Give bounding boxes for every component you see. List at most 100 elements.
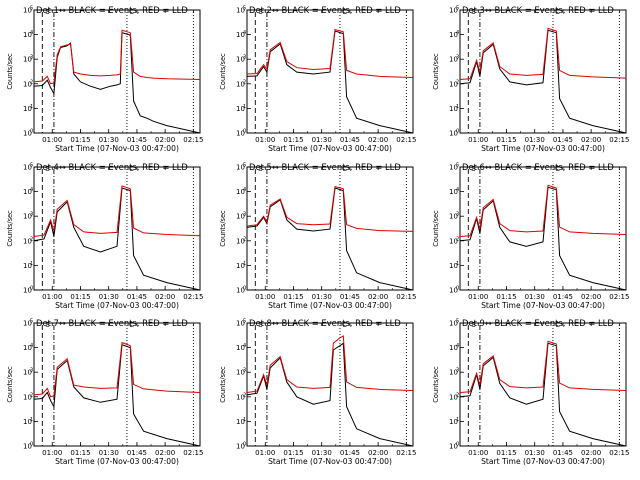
plot-frame [33, 322, 201, 447]
x-tick-label: 01:45 [340, 449, 360, 457]
y-tick-label: 10 [449, 213, 458, 221]
y-tick-label: 10 [236, 369, 245, 377]
y-tick-label: 10 [236, 320, 245, 328]
interval-marker-label: S [45, 165, 50, 173]
series-line-lld [246, 185, 414, 232]
y-tick-exponent: 0 [456, 129, 459, 135]
x-tick-label: 01:00 [42, 293, 62, 301]
y-tick-exponent: 4 [30, 187, 33, 193]
y-tick-exponent: 0 [243, 129, 246, 135]
y-tick-label: 10 [449, 262, 458, 270]
interval-marker-label: C [555, 321, 560, 329]
y-tick-exponent: 1 [30, 104, 33, 110]
y-tick-exponent: 3 [456, 368, 459, 374]
x-tick-label: 02:00 [581, 449, 601, 457]
y-tick-exponent: 5 [456, 319, 459, 325]
y-tick-label: 10 [236, 105, 245, 113]
y-tick-exponent: 1 [243, 104, 246, 110]
x-tick-label: 01:30 [312, 449, 332, 457]
y-tick-label: 10 [23, 105, 32, 113]
x-tick-label: 01:15 [70, 449, 90, 457]
y-tick-label: 10 [23, 369, 32, 377]
series-line-lld [246, 28, 414, 78]
x-tick-label: 02:00 [155, 136, 175, 144]
plot-frame [459, 166, 627, 291]
y-tick-label: 10 [449, 56, 458, 64]
series-line-events [33, 344, 201, 447]
y-tick-label: 10 [23, 56, 32, 64]
plot-frame [459, 322, 627, 447]
y-tick-exponent: 5 [30, 319, 33, 325]
y-tick-label: 10 [449, 393, 458, 401]
y-tick-exponent: 4 [456, 30, 459, 36]
y-tick-label: 10 [449, 164, 458, 172]
y-tick-label: 10 [449, 130, 458, 138]
x-tick-label: 02:00 [368, 449, 388, 457]
series-line-lld [459, 27, 627, 80]
y-tick-exponent: 3 [30, 55, 33, 61]
x-tick-label: 01:30 [99, 449, 119, 457]
panel-det2: Det 2↔ BLACK = Events, RED = LLD10010110… [219, 5, 416, 153]
y-tick-label: 10 [23, 237, 32, 245]
y-tick-label: 10 [236, 393, 245, 401]
interval-marker-label: C [555, 8, 560, 16]
y-tick-label: 10 [449, 31, 458, 39]
y-tick-label: 10 [236, 237, 245, 245]
series-line-events [246, 187, 414, 291]
y-tick-label: 10 [449, 7, 458, 15]
x-axis-label: Start Time (07-Nov-03 00:47:00) [55, 301, 179, 310]
x-tick-label: 01:15 [283, 293, 303, 301]
y-tick-exponent: 0 [30, 129, 33, 135]
series-line-events [459, 342, 627, 447]
y-tick-label: 10 [236, 287, 245, 295]
x-tick-label: 01:45 [127, 293, 147, 301]
y-tick-label: 10 [449, 188, 458, 196]
y-tick-exponent: 2 [456, 236, 459, 242]
x-tick-label: 01:00 [468, 449, 488, 457]
plot-frame [246, 9, 414, 134]
x-tick-label: 02:15 [609, 449, 629, 457]
x-axis-label: Start Time (07-Nov-03 00:47:00) [55, 144, 179, 153]
interval-marker-label: C [342, 165, 347, 173]
y-axis-label: Counts/sec [6, 210, 14, 247]
y-tick-exponent: 3 [30, 368, 33, 374]
x-tick-label: 01:30 [525, 136, 545, 144]
series-line-events [459, 29, 627, 134]
y-tick-exponent: 2 [243, 79, 246, 85]
interval-marker-label: S [258, 321, 263, 329]
panel-det5: Det 5↔ BLACK = Events, RED = LLD10010110… [219, 162, 416, 310]
x-tick-label: 01:30 [525, 293, 545, 301]
y-tick-label: 10 [236, 418, 245, 426]
y-tick-label: 10 [236, 344, 245, 352]
y-tick-label: 10 [23, 344, 32, 352]
series-line-events [33, 32, 201, 134]
interval-marker-label: C [129, 8, 134, 16]
panel-det3: Det 3↔ BLACK = Events, RED = LLD10010110… [432, 5, 629, 153]
interval-marker-label: S [471, 8, 476, 16]
y-tick-exponent: 2 [30, 236, 33, 242]
y-tick-label: 10 [23, 443, 32, 451]
interval-marker-label: S [471, 165, 476, 173]
x-tick-label: 01:45 [553, 136, 573, 144]
interval-marker-label: S [45, 321, 50, 329]
y-tick-label: 10 [236, 31, 245, 39]
interval-marker-label: S [258, 8, 263, 16]
y-tick-label: 10 [236, 213, 245, 221]
y-tick-label: 10 [449, 344, 458, 352]
x-tick-label: 02:15 [396, 293, 416, 301]
y-tick-label: 10 [23, 130, 32, 138]
y-tick-exponent: 1 [30, 261, 33, 267]
interval-marker-label: C [129, 165, 134, 173]
panel-det9: Det 9↔ BLACK = Events, RED = LLD10010110… [432, 318, 629, 466]
y-tick-exponent: 1 [456, 261, 459, 267]
plot-frame [246, 166, 414, 291]
x-tick-label: 01:15 [496, 293, 516, 301]
y-tick-exponent: 2 [30, 392, 33, 398]
y-tick-exponent: 2 [30, 79, 33, 85]
x-axis-label: Start Time (07-Nov-03 00:47:00) [481, 457, 605, 466]
x-tick-label: 01:45 [127, 449, 147, 457]
x-tick-label: 02:00 [155, 293, 175, 301]
panel-det8: Det 8↔ BLACK = Events, RED = LLD10010110… [219, 318, 416, 466]
y-tick-label: 10 [449, 80, 458, 88]
